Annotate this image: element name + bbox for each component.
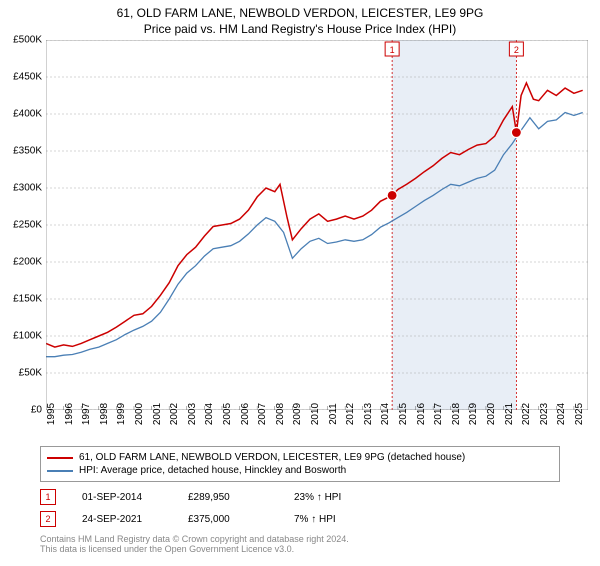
x-tick-label: 2004 — [204, 403, 215, 425]
x-tick-label: 2018 — [451, 403, 462, 425]
x-tick-label: 2021 — [504, 403, 515, 425]
x-tick-label: 2014 — [380, 403, 391, 425]
y-tick-label: £300K — [13, 183, 42, 194]
price-marker — [387, 190, 397, 200]
legend: 61, OLD FARM LANE, NEWBOLD VERDON, LEICE… — [40, 446, 560, 482]
x-tick-label: 2001 — [152, 403, 163, 425]
marker-delta: 23% ↑ HPI — [294, 492, 374, 503]
x-tick-label: 1996 — [64, 403, 75, 425]
legend-swatch — [47, 470, 73, 472]
legend-label: HPI: Average price, detached house, Hinc… — [79, 465, 346, 476]
line-chart: 12 — [46, 40, 588, 410]
legend-row: 61, OLD FARM LANE, NEWBOLD VERDON, LEICE… — [47, 451, 553, 464]
x-tick-label: 2017 — [433, 403, 444, 425]
chart-area: £0£50K£100K£150K£200K£250K£300K£350K£400… — [46, 40, 588, 410]
x-tick-label: 2023 — [539, 403, 550, 425]
x-tick-label: 2005 — [222, 403, 233, 425]
chart-subtitle: Price paid vs. HM Land Registry's House … — [0, 22, 600, 36]
x-tick-label: 2020 — [486, 403, 497, 425]
x-tick-label: 2025 — [574, 403, 585, 425]
y-tick-label: £250K — [13, 220, 42, 231]
x-tick-label: 2016 — [416, 403, 427, 425]
marker-price: £375,000 — [188, 514, 268, 525]
x-tick-label: 1998 — [99, 403, 110, 425]
x-tick-label: 2008 — [275, 403, 286, 425]
x-tick-label: 2006 — [240, 403, 251, 425]
legend-row: HPI: Average price, detached house, Hinc… — [47, 464, 553, 477]
svg-text:1: 1 — [390, 45, 395, 55]
footer-attribution: Contains HM Land Registry data © Crown c… — [40, 534, 560, 554]
x-tick-label: 2000 — [134, 403, 145, 425]
marker-delta: 7% ↑ HPI — [294, 514, 374, 525]
footer-line: This data is licensed under the Open Gov… — [40, 544, 560, 554]
y-tick-label: £450K — [13, 72, 42, 83]
marker-row: 1 01-SEP-2014 £289,950 23% ↑ HPI — [40, 486, 560, 508]
x-tick-label: 1999 — [116, 403, 127, 425]
x-tick-label: 1997 — [81, 403, 92, 425]
legend-swatch — [47, 457, 73, 459]
x-tick-label: 2011 — [328, 403, 339, 425]
legend-label: 61, OLD FARM LANE, NEWBOLD VERDON, LEICE… — [79, 452, 465, 463]
y-tick-label: £100K — [13, 331, 42, 342]
y-tick-label: £500K — [13, 35, 42, 46]
y-tick-label: £50K — [19, 368, 42, 379]
x-tick-label: 1995 — [46, 403, 57, 425]
x-tick-label: 2024 — [556, 403, 567, 425]
marker-price: £289,950 — [188, 492, 268, 503]
svg-text:2: 2 — [514, 45, 519, 55]
footer-line: Contains HM Land Registry data © Crown c… — [40, 534, 560, 544]
x-tick-label: 2010 — [310, 403, 321, 425]
chart-title: 61, OLD FARM LANE, NEWBOLD VERDON, LEICE… — [0, 6, 600, 20]
marker-row: 2 24-SEP-2021 £375,000 7% ↑ HPI — [40, 508, 560, 530]
x-tick-label: 2019 — [468, 403, 479, 425]
marker-badge: 2 — [40, 511, 56, 527]
x-axis-labels: 1995199619971998199920002001200220032004… — [46, 410, 588, 444]
marker-date: 24-SEP-2021 — [82, 514, 162, 525]
x-tick-label: 2002 — [169, 403, 180, 425]
marker-badge: 1 — [40, 489, 56, 505]
y-tick-label: £350K — [13, 146, 42, 157]
x-tick-label: 2012 — [345, 403, 356, 425]
price-marker — [511, 128, 521, 138]
chart-container: 61, OLD FARM LANE, NEWBOLD VERDON, LEICE… — [0, 6, 600, 566]
x-tick-label: 2013 — [363, 403, 374, 425]
x-tick-label: 2015 — [398, 403, 409, 425]
y-tick-label: £200K — [13, 257, 42, 268]
x-tick-label: 2022 — [521, 403, 532, 425]
y-tick-label: £150K — [13, 294, 42, 305]
marker-table: 1 01-SEP-2014 £289,950 23% ↑ HPI 2 24-SEP-202… — [40, 486, 560, 530]
x-tick-label: 2009 — [292, 403, 303, 425]
x-tick-label: 2007 — [257, 403, 268, 425]
y-tick-label: £0 — [31, 405, 42, 416]
x-tick-label: 2003 — [187, 403, 198, 425]
y-tick-label: £400K — [13, 109, 42, 120]
marker-date: 01-SEP-2014 — [82, 492, 162, 503]
